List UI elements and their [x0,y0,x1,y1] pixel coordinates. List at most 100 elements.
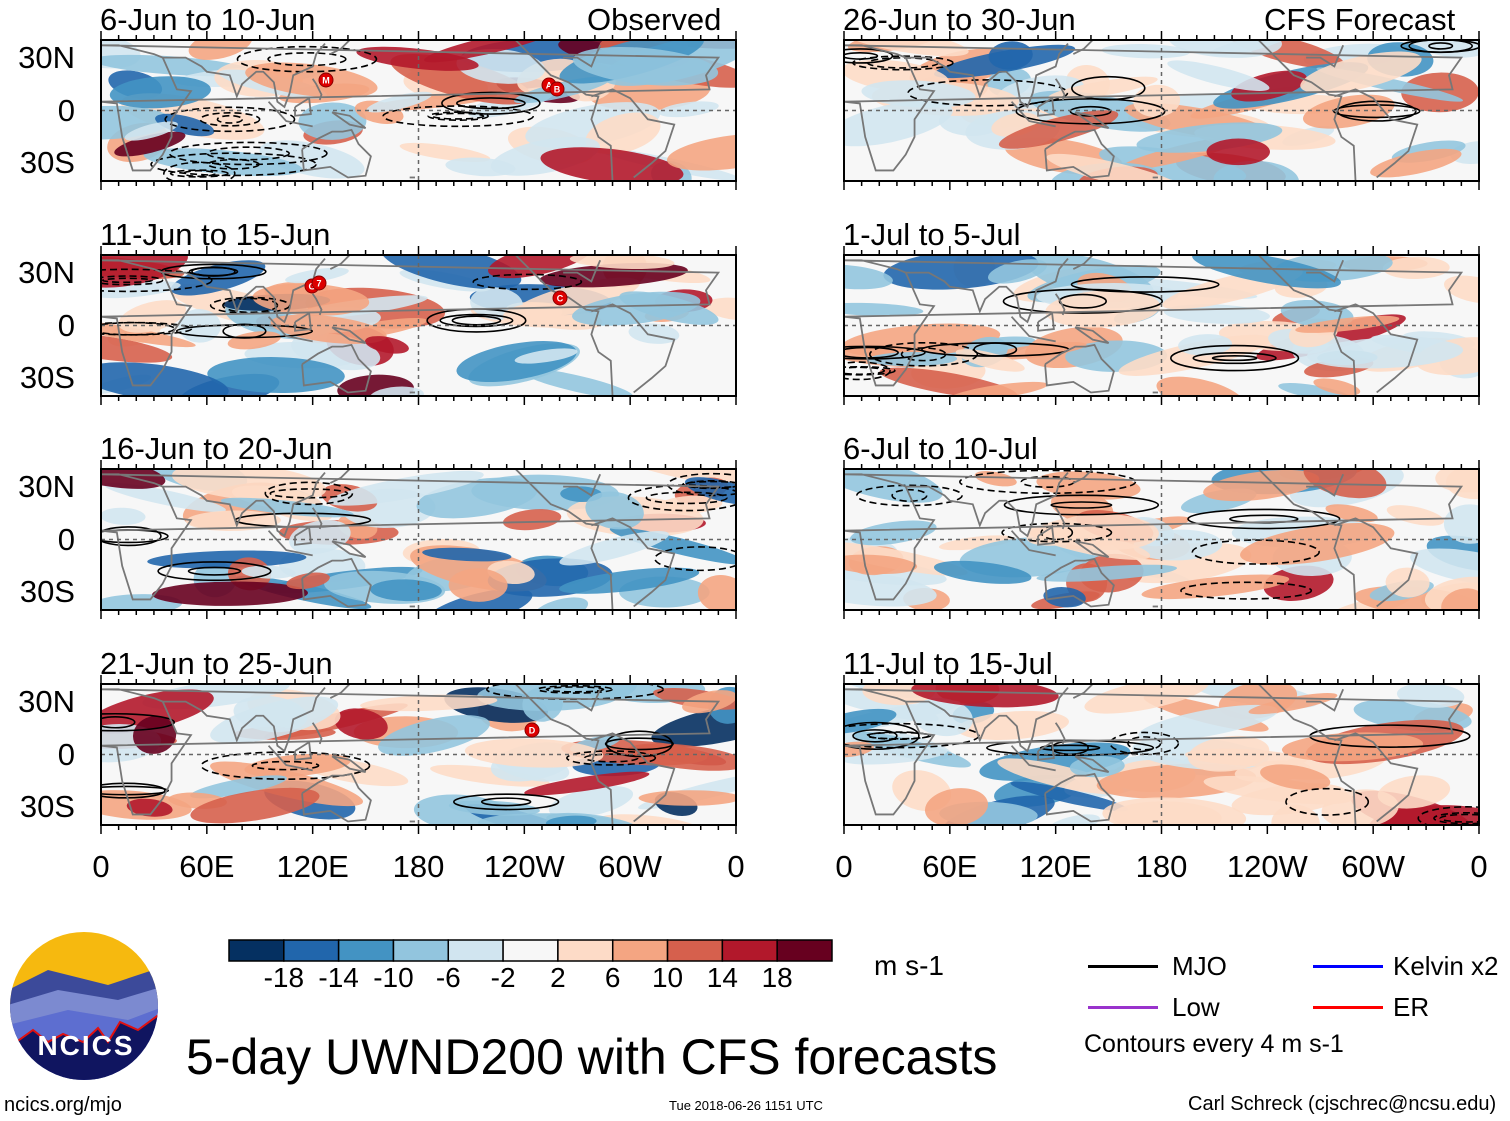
wind-anomaly-region [101,689,214,734]
mjo-contour [891,488,928,503]
colorbar-tick-label: 2 [550,962,566,993]
mjo-contour [869,341,979,367]
tropical-cyclone-marker [311,275,327,291]
wind-anomaly-region [844,323,1001,358]
x-tick-label: 120E [1019,849,1092,884]
y-tick-label: 30N [18,254,75,290]
coastline [311,722,323,745]
coastline [1010,745,1056,772]
mjo-contour [264,481,354,506]
wind-anomaly-region [210,696,339,744]
colorbar-swatch [392,939,450,962]
wind-anomaly-region [585,112,661,155]
column-label-forecast: CFS Forecast [1264,2,1456,37]
mjo-contour [101,321,193,336]
coastline [101,688,721,816]
coastline [267,530,313,557]
mjo-contour [605,730,673,758]
coastline [905,471,1069,538]
coastline [591,303,676,394]
map-panel [843,246,1480,405]
coastline [162,686,326,753]
mjo-contour [453,793,560,811]
coastline [1306,473,1345,497]
y-tick-label: 30S [19,145,75,181]
wind-anomaly-region [939,535,1014,551]
wind-anomaly-region [477,684,623,711]
map-panel [843,31,1480,190]
coastline [591,517,676,608]
coastline [267,745,313,772]
wind-anomaly-region [101,281,181,299]
x-tick-label: 0 [835,849,853,884]
mjo-contour [382,105,535,128]
mjo-contour [101,321,176,336]
coastline [1044,128,1115,179]
coastline [1037,96,1055,117]
coastline [294,96,312,117]
wind-anomaly-region [424,588,533,610]
coastline [331,755,367,774]
wind-anomaly-region [658,495,723,514]
mjo-contour [537,684,614,694]
coastline [1257,255,1357,396]
mjo-contour [101,526,162,547]
wind-anomaly-region [957,710,1069,740]
wind-anomaly-region [114,131,186,157]
wind-anomaly-region [912,697,973,737]
x-tick-label: 120W [483,849,565,884]
mjo-contour [1003,494,1160,516]
coastline [301,772,372,823]
wind-anomaly-region [360,694,498,712]
mjo-contour [1127,736,1162,751]
y-tick-label: 30S [19,574,75,610]
mjo-contour [206,146,290,161]
colorbar-swatch [283,939,340,962]
wind-anomaly-region [1133,84,1181,118]
mjo-contour [236,45,378,73]
coastline [1010,316,1056,343]
wind-anomaly-region [520,368,634,396]
wind-anomaly-region [1138,704,1278,741]
wind-anomaly-region [101,332,173,363]
x-tick-label: 0 [1470,849,1488,884]
coastline [301,128,372,179]
coastline [162,471,326,538]
wind-anomaly-region [844,100,953,147]
map-panel [843,460,1480,619]
wind-anomaly-region [1295,315,1400,333]
panel-title: 16-Jun to 20-Jun [100,431,333,466]
y-tick-label: 30S [19,789,75,825]
wind-anomaly-region [171,469,327,502]
mjo-contour [1428,42,1454,50]
x-tick-label: 120E [276,849,349,884]
panel-title: 11-Jun to 15-Jun [100,217,331,252]
wind-anomaly-region [1036,564,1178,582]
wind-anomaly-region [955,349,1025,372]
mjo-contour [844,52,879,60]
wind-anomaly-region [587,684,638,701]
mjo-contour [844,361,891,381]
wind-anomaly-region [974,471,1017,487]
wind-anomaly-region [1099,146,1247,181]
coastline [591,88,676,179]
wind-anomaly-region [651,702,736,747]
site-url[interactable]: ncics.org/mjo [4,1094,122,1116]
wind-anomaly-region [1271,804,1320,825]
mjo-contour [157,561,272,582]
legend-mjo: MJO [1172,951,1227,981]
x-tick-label: 60E [922,849,978,884]
figure-title: 5-day UWND200 with CFS forecasts [186,1029,998,1085]
wind-anomaly-region [1047,76,1158,101]
mjo-contour [187,566,242,576]
mjo-contour [844,721,920,750]
wind-anomaly-region [666,133,736,171]
coastline [1306,44,1345,68]
coastline [294,740,312,761]
wind-anomaly-region [1444,275,1479,304]
wind-anomaly-region [987,259,1047,284]
wind-anomaly-region [1386,505,1445,526]
coastline [101,473,721,601]
mjo-contour [101,275,164,286]
